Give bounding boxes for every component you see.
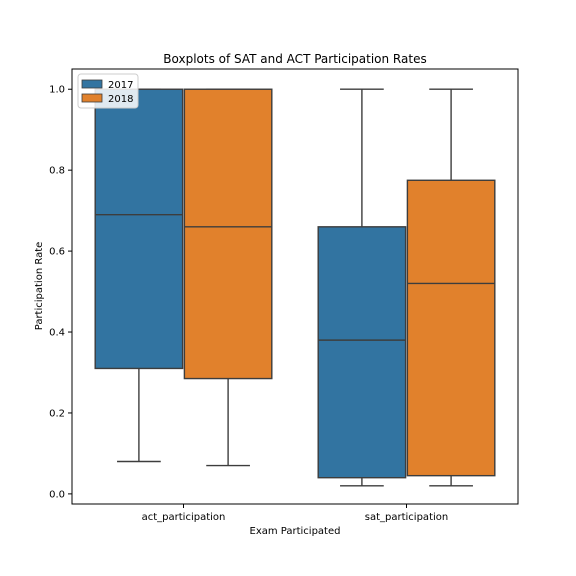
- y-tick-label: 0.2: [49, 408, 65, 419]
- y-tick-label: 0.6: [49, 247, 65, 258]
- box-2017-act-participation: [94, 88, 184, 370]
- box-2018-sat-participation: [406, 179, 496, 477]
- x-axis-label: Exam Participated: [250, 526, 341, 537]
- x-tick-label: sat_participation: [365, 512, 448, 523]
- legend-label-2017: 2017: [108, 80, 133, 91]
- y-tick-label: 1.0: [49, 85, 65, 96]
- plot-area: 0.0 0.2 0.4 0.6 0.8 1.0 act_participation sat_p…: [49, 68, 519, 523]
- box-2018-act-participation: [183, 88, 273, 380]
- legend-swatch-2018: [81, 93, 103, 103]
- y-tick-label: 0.4: [49, 328, 65, 339]
- plot-frame: [71, 68, 519, 505]
- y-tick-label: 0.8: [49, 166, 65, 177]
- legend-label-2018: 2018: [108, 94, 133, 105]
- legend-swatch-2017: [81, 79, 103, 89]
- y-axis-label: Participation Rate: [34, 242, 45, 331]
- x-tick-label: act_participation: [142, 512, 226, 523]
- y-tick-label: 0.0: [49, 489, 65, 500]
- box-2017-sat-participation: [317, 226, 407, 479]
- chart-title: Boxplots of SAT and ACT Participation Ra…: [163, 52, 426, 66]
